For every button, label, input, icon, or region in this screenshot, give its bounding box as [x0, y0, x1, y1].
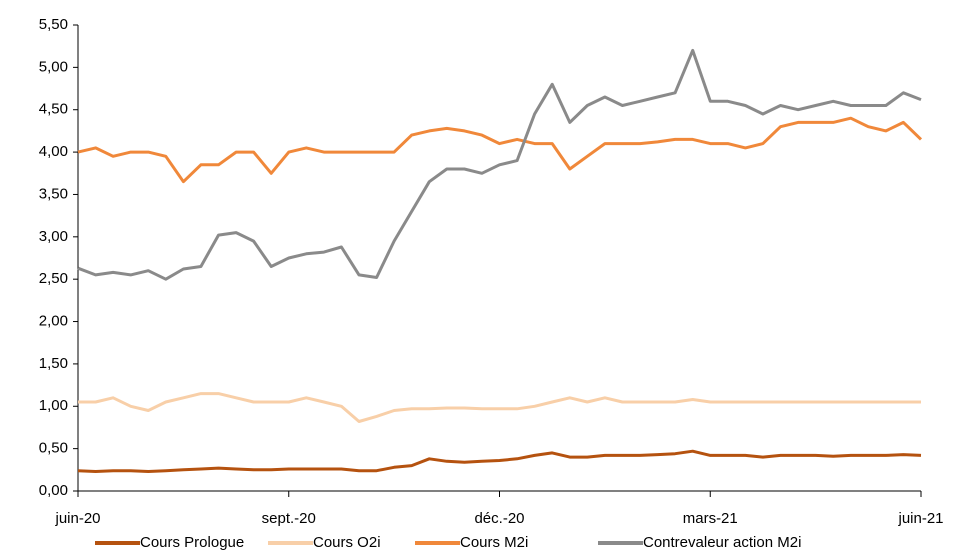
legend-label: Cours O2i	[313, 534, 381, 551]
x-tick-label: mars-21	[683, 510, 738, 527]
series-line	[78, 392, 921, 423]
legend-label: Cours Prologue	[140, 534, 244, 551]
y-tick-label: 3,50	[39, 185, 68, 202]
y-tick-label: 1,00	[39, 397, 68, 414]
x-tick-label: juin-20	[54, 510, 100, 527]
y-tick-label: 5,00	[39, 58, 68, 75]
x-tick-label: sept.-20	[262, 510, 316, 527]
series-line	[77, 116, 923, 184]
y-tick-label: 4,00	[39, 143, 68, 160]
y-tick-label: 2,50	[39, 270, 68, 287]
y-tick-label: 0,50	[39, 440, 68, 457]
series-line	[77, 449, 922, 473]
y-tick-label: 2,00	[39, 313, 68, 330]
y-tick-label: 4,50	[39, 101, 68, 118]
legend-label: Contrevaleur action M2i	[643, 534, 801, 551]
legend-label: Cours M2i	[460, 534, 528, 551]
y-tick-label: 0,00	[39, 482, 68, 499]
y-tick-label: 1,50	[39, 355, 68, 372]
y-tick-label: 3,00	[39, 228, 68, 245]
x-tick-label: déc.-20	[474, 510, 524, 527]
x-tick-label: juin-21	[897, 510, 943, 527]
y-tick-label: 5,50	[39, 16, 68, 33]
series-line	[77, 48, 922, 281]
